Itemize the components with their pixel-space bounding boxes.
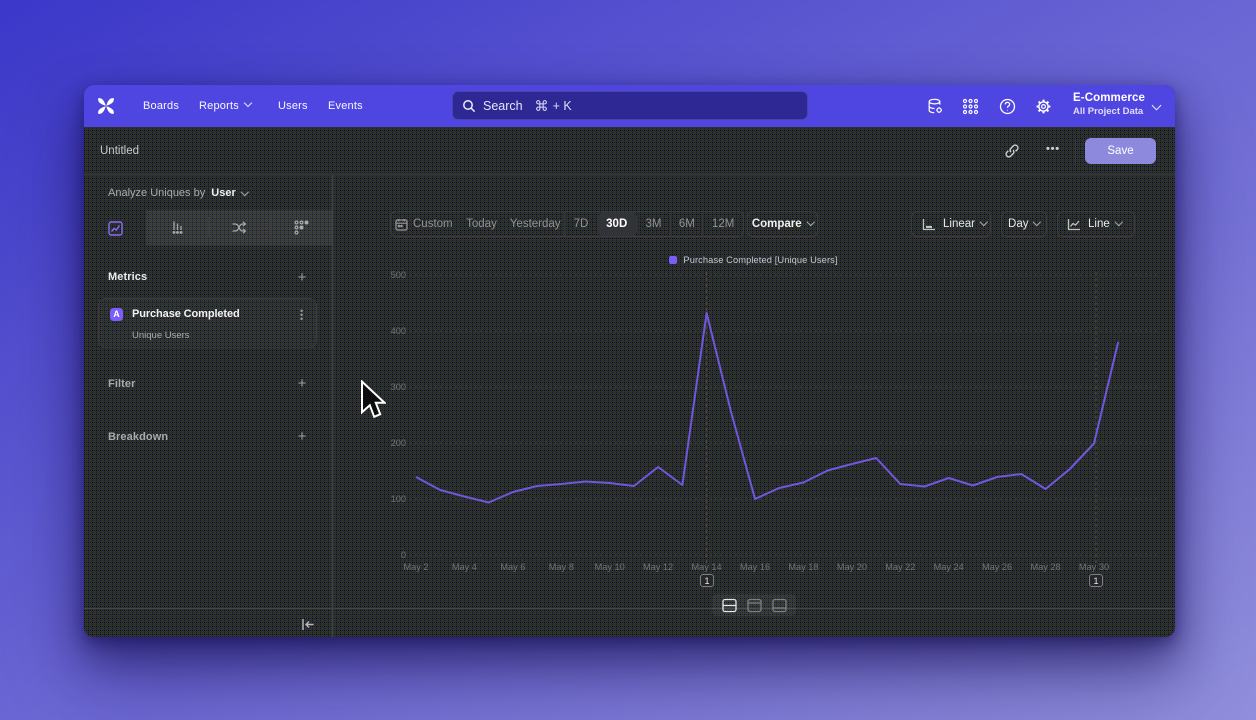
svg-text:500: 500 <box>391 270 406 280</box>
svg-text:May 12: May 12 <box>643 562 673 572</box>
svg-text:May 4: May 4 <box>452 562 477 572</box>
svg-text:200: 200 <box>391 438 406 448</box>
svg-text:May 28: May 28 <box>1031 562 1061 572</box>
svg-text:May 8: May 8 <box>549 562 574 572</box>
svg-text:300: 300 <box>391 382 406 392</box>
svg-text:May 18: May 18 <box>788 562 818 572</box>
svg-text:May 22: May 22 <box>885 562 915 572</box>
svg-text:0: 0 <box>401 550 406 560</box>
svg-text:400: 400 <box>391 326 406 336</box>
svg-text:100: 100 <box>391 494 406 504</box>
svg-text:May 30: May 30 <box>1079 562 1109 572</box>
svg-text:May 24: May 24 <box>934 562 964 572</box>
svg-text:May 2: May 2 <box>403 562 428 572</box>
svg-text:May 10: May 10 <box>595 562 625 572</box>
svg-text:May 26: May 26 <box>982 562 1012 572</box>
svg-text:May 20: May 20 <box>837 562 867 572</box>
svg-text:May 16: May 16 <box>740 562 770 572</box>
svg-text:May 14: May 14 <box>692 562 722 572</box>
svg-text:May 6: May 6 <box>500 562 525 572</box>
